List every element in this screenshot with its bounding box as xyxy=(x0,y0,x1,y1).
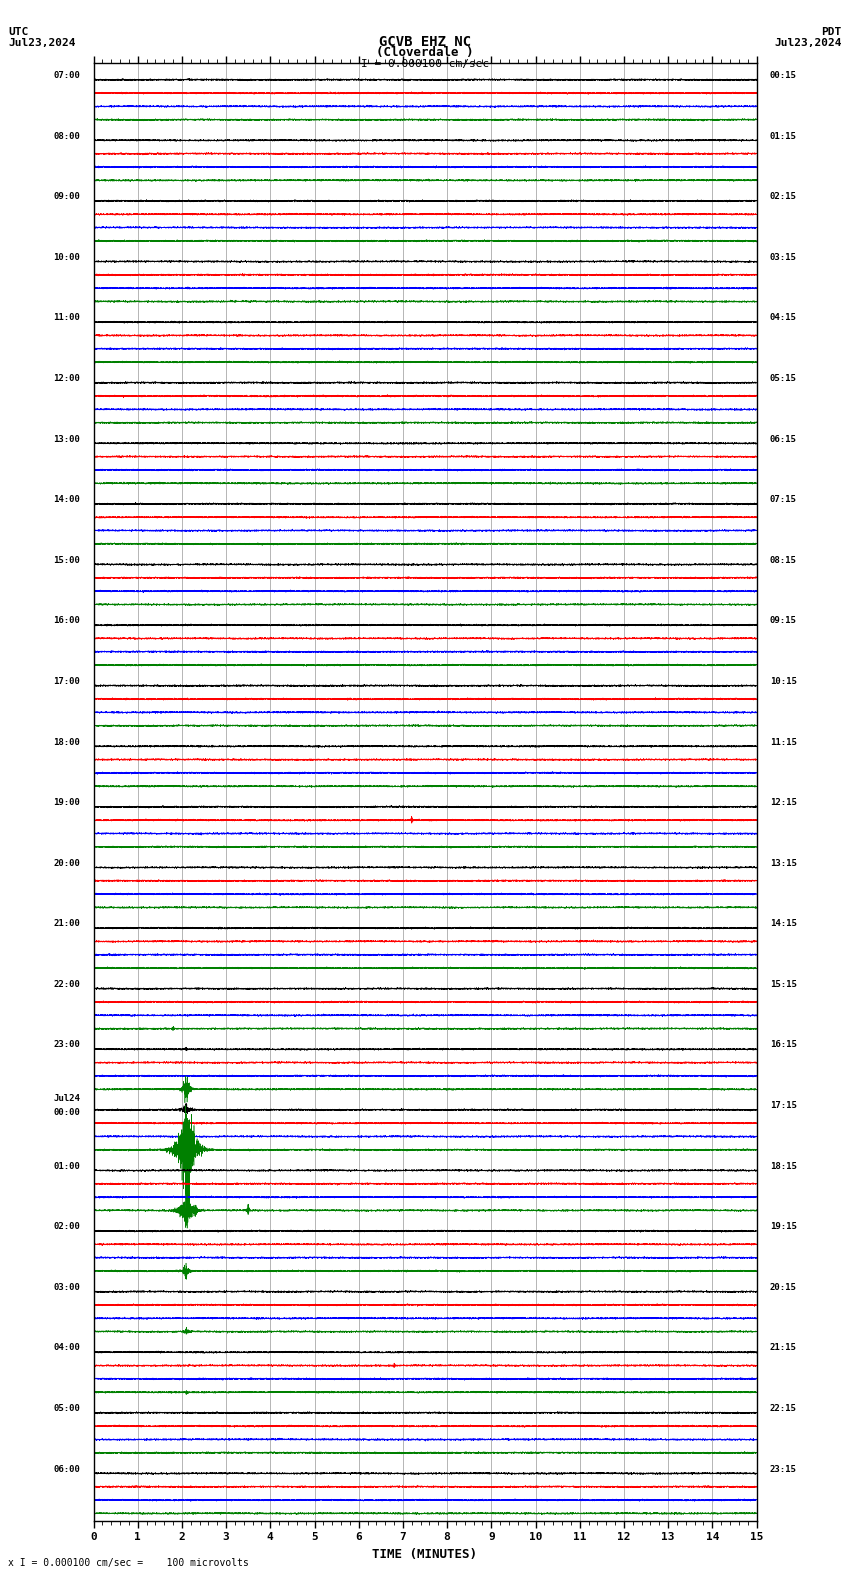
Text: 07:15: 07:15 xyxy=(770,496,796,504)
Text: 14:00: 14:00 xyxy=(54,496,80,504)
Text: 18:15: 18:15 xyxy=(770,1161,796,1171)
Text: 21:15: 21:15 xyxy=(770,1343,796,1353)
Text: 15:00: 15:00 xyxy=(54,556,80,565)
Text: 15:15: 15:15 xyxy=(770,980,796,988)
Text: 18:00: 18:00 xyxy=(54,738,80,746)
Text: 22:00: 22:00 xyxy=(54,980,80,988)
Text: 21:00: 21:00 xyxy=(54,919,80,928)
Text: 02:00: 02:00 xyxy=(54,1223,80,1231)
Text: 20:00: 20:00 xyxy=(54,859,80,868)
Text: 06:00: 06:00 xyxy=(54,1465,80,1473)
Text: 13:15: 13:15 xyxy=(770,859,796,868)
Text: 08:00: 08:00 xyxy=(54,131,80,141)
Text: 11:15: 11:15 xyxy=(770,738,796,746)
Text: PDT: PDT xyxy=(821,27,842,36)
Text: 04:00: 04:00 xyxy=(54,1343,80,1353)
Text: 12:00: 12:00 xyxy=(54,374,80,383)
Text: 12:15: 12:15 xyxy=(770,798,796,808)
Text: 00:15: 00:15 xyxy=(770,71,796,79)
Text: 22:15: 22:15 xyxy=(770,1403,796,1413)
Text: 01:00: 01:00 xyxy=(54,1161,80,1171)
Text: 13:00: 13:00 xyxy=(54,434,80,444)
Text: 06:15: 06:15 xyxy=(770,434,796,444)
Text: Jul23,2024: Jul23,2024 xyxy=(8,38,76,48)
Text: 19:00: 19:00 xyxy=(54,798,80,808)
Text: x I = 0.000100 cm/sec =    100 microvolts: x I = 0.000100 cm/sec = 100 microvolts xyxy=(8,1559,249,1568)
Text: Jul23,2024: Jul23,2024 xyxy=(774,38,842,48)
Text: 09:00: 09:00 xyxy=(54,192,80,201)
Text: 23:00: 23:00 xyxy=(54,1041,80,1050)
Text: 08:15: 08:15 xyxy=(770,556,796,565)
Text: 05:00: 05:00 xyxy=(54,1403,80,1413)
Text: UTC: UTC xyxy=(8,27,29,36)
Text: 00:00: 00:00 xyxy=(54,1109,80,1117)
Text: 09:15: 09:15 xyxy=(770,616,796,626)
Text: Jul24: Jul24 xyxy=(54,1095,80,1102)
X-axis label: TIME (MINUTES): TIME (MINUTES) xyxy=(372,1548,478,1560)
Text: 11:00: 11:00 xyxy=(54,314,80,323)
Text: 16:15: 16:15 xyxy=(770,1041,796,1050)
Text: 19:15: 19:15 xyxy=(770,1223,796,1231)
Text: 20:15: 20:15 xyxy=(770,1283,796,1293)
Text: I = 0.000100 cm/sec: I = 0.000100 cm/sec xyxy=(361,59,489,68)
Text: 23:15: 23:15 xyxy=(770,1465,796,1473)
Text: 05:15: 05:15 xyxy=(770,374,796,383)
Text: 16:00: 16:00 xyxy=(54,616,80,626)
Text: 04:15: 04:15 xyxy=(770,314,796,323)
Text: 14:15: 14:15 xyxy=(770,919,796,928)
Text: 10:00: 10:00 xyxy=(54,253,80,261)
Text: 01:15: 01:15 xyxy=(770,131,796,141)
Text: 03:15: 03:15 xyxy=(770,253,796,261)
Text: 10:15: 10:15 xyxy=(770,676,796,686)
Text: 07:00: 07:00 xyxy=(54,71,80,79)
Text: 02:15: 02:15 xyxy=(770,192,796,201)
Text: 17:00: 17:00 xyxy=(54,676,80,686)
Text: (Cloverdale ): (Cloverdale ) xyxy=(377,46,473,59)
Text: 03:00: 03:00 xyxy=(54,1283,80,1293)
Text: GCVB EHZ NC: GCVB EHZ NC xyxy=(379,35,471,49)
Text: 17:15: 17:15 xyxy=(770,1101,796,1110)
